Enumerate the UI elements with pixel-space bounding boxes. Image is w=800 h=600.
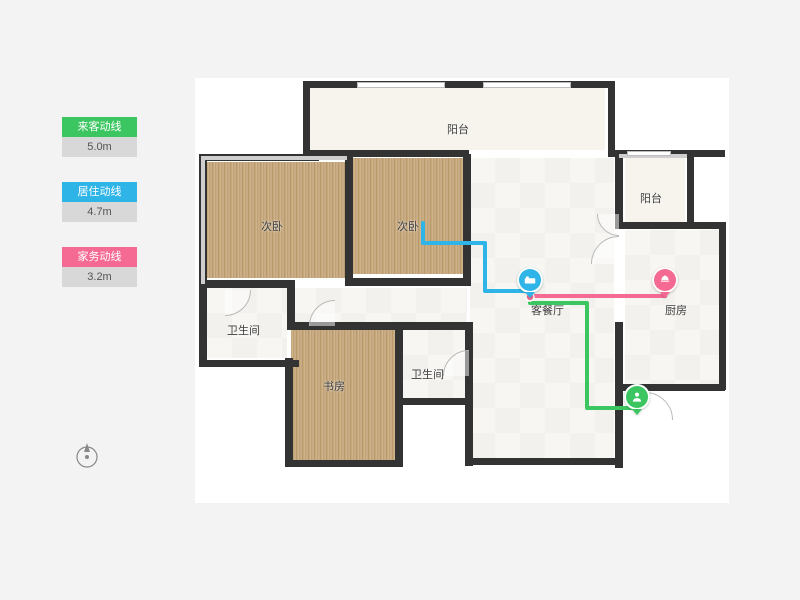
room-balcony_right: [625, 158, 685, 222]
legend-label: 居住动线: [62, 182, 137, 202]
legend-item-house: 家务动线 3.2m: [62, 247, 137, 287]
wall: [345, 278, 471, 286]
wall: [395, 398, 473, 405]
wall: [345, 154, 353, 286]
wall: [465, 458, 623, 465]
wall-light: [201, 156, 347, 160]
window: [627, 151, 671, 156]
room-bedroom_left: [207, 162, 347, 278]
room-study: [291, 330, 397, 460]
legend-label: 来客动线: [62, 117, 137, 137]
floor-plan: 阳台次卧次卧客餐厅阳台厨房卫生间书房卫生间: [195, 78, 729, 503]
wall: [199, 360, 299, 367]
window: [483, 82, 571, 88]
compass-icon: [72, 440, 102, 470]
wall: [719, 222, 726, 390]
legend-value: 5.0m: [62, 137, 137, 157]
wall: [395, 398, 403, 466]
legend-item-living: 居住动线 4.7m: [62, 182, 137, 222]
bed-icon: [517, 267, 543, 293]
wall: [615, 222, 725, 229]
wall: [615, 322, 623, 468]
room-bedroom_mid: [353, 158, 463, 274]
legend-label: 家务动线: [62, 247, 137, 267]
wall: [465, 322, 473, 466]
wall: [687, 150, 694, 226]
wall-light: [201, 156, 205, 284]
legend-value: 4.7m: [62, 202, 137, 222]
wall: [395, 322, 403, 406]
legend-value: 3.2m: [62, 267, 137, 287]
wall: [303, 81, 310, 157]
wall: [285, 358, 293, 466]
wall: [285, 460, 403, 467]
legend-item-guest: 来客动线 5.0m: [62, 117, 137, 157]
room-balcony_top: [309, 88, 605, 150]
room-living: [470, 158, 614, 458]
pot-icon: [652, 267, 678, 293]
room-kitchen: [625, 230, 719, 386]
wall: [463, 154, 471, 286]
legend: 来客动线 5.0m 居住动线 4.7m 家务动线 3.2m: [62, 117, 137, 312]
wall: [287, 280, 295, 328]
wall: [608, 81, 615, 157]
wall: [199, 280, 295, 288]
window: [357, 82, 445, 88]
person-icon: [624, 384, 650, 410]
